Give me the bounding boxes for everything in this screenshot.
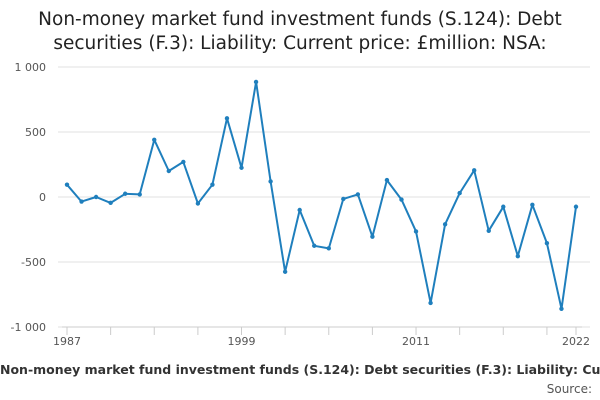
data-point[interactable] — [413, 229, 419, 234]
y-tick-label: 1 000 — [15, 61, 47, 74]
data-point[interactable] — [108, 200, 113, 206]
data-point[interactable] — [341, 196, 346, 202]
data-point[interactable] — [137, 192, 142, 197]
data-point[interactable] — [239, 165, 244, 170]
data-point[interactable] — [79, 199, 84, 204]
data-point[interactable] — [486, 228, 491, 233]
data-point[interactable] — [282, 269, 288, 274]
data-point[interactable] — [312, 243, 317, 248]
data-point[interactable] — [442, 222, 448, 227]
data-point[interactable] — [501, 204, 506, 209]
source-label: Source: — [546, 382, 592, 396]
data-point[interactable] — [457, 190, 462, 196]
data-point[interactable] — [224, 116, 230, 121]
x-tick-label: 1999 — [228, 335, 256, 348]
data-point[interactable] — [93, 194, 99, 200]
data-point[interactable] — [64, 182, 70, 187]
data-point[interactable] — [166, 168, 171, 174]
chart-title-line-2: securities (F.3): Liability: Current pri… — [53, 33, 547, 54]
data-point[interactable] — [152, 137, 157, 142]
data-point[interactable] — [195, 201, 201, 206]
data-point[interactable] — [384, 177, 390, 183]
series-line — [66, 80, 577, 310]
data-point[interactable] — [573, 204, 579, 209]
x-axis: 1987 1999 2011 2022 — [53, 326, 590, 348]
legend-series-name: Non-money market fund investment funds (… — [0, 362, 600, 377]
chart-title: Non-money market fund investment funds (… — [0, 8, 600, 56]
data-point[interactable] — [181, 159, 186, 165]
data-point[interactable] — [370, 234, 375, 239]
data-point[interactable] — [268, 179, 273, 184]
data-point[interactable] — [515, 253, 521, 259]
y-tick-label: 500 — [25, 126, 46, 139]
data-point[interactable] — [544, 240, 550, 246]
y-axis: -1 000 -500 0 500 1 000 — [11, 61, 46, 334]
y-tick-label: -1 000 — [11, 321, 46, 334]
data-point[interactable] — [399, 197, 404, 202]
data-point[interactable] — [530, 202, 535, 207]
data-point[interactable] — [355, 192, 361, 197]
data-point[interactable] — [326, 246, 331, 251]
data-point[interactable] — [472, 168, 477, 173]
x-tick-label: 1987 — [53, 335, 81, 348]
x-tick-label: 2011 — [402, 335, 430, 348]
y-tick-label: 0 — [39, 191, 46, 204]
data-point[interactable] — [210, 182, 215, 187]
data-point[interactable] — [122, 191, 128, 196]
x-tick-label: 2022 — [562, 335, 590, 348]
data-point[interactable] — [559, 306, 564, 311]
y-tick-label: -500 — [21, 256, 46, 269]
series-group — [64, 79, 579, 311]
chart-title-line-1: Non-money market fund investment funds (… — [38, 9, 562, 30]
grid-lines — [58, 66, 590, 328]
data-point[interactable] — [428, 300, 433, 306]
data-point[interactable] — [253, 79, 259, 85]
legend: Non-money market fund investment funds (… — [0, 362, 600, 382]
data-point[interactable] — [297, 207, 302, 213]
